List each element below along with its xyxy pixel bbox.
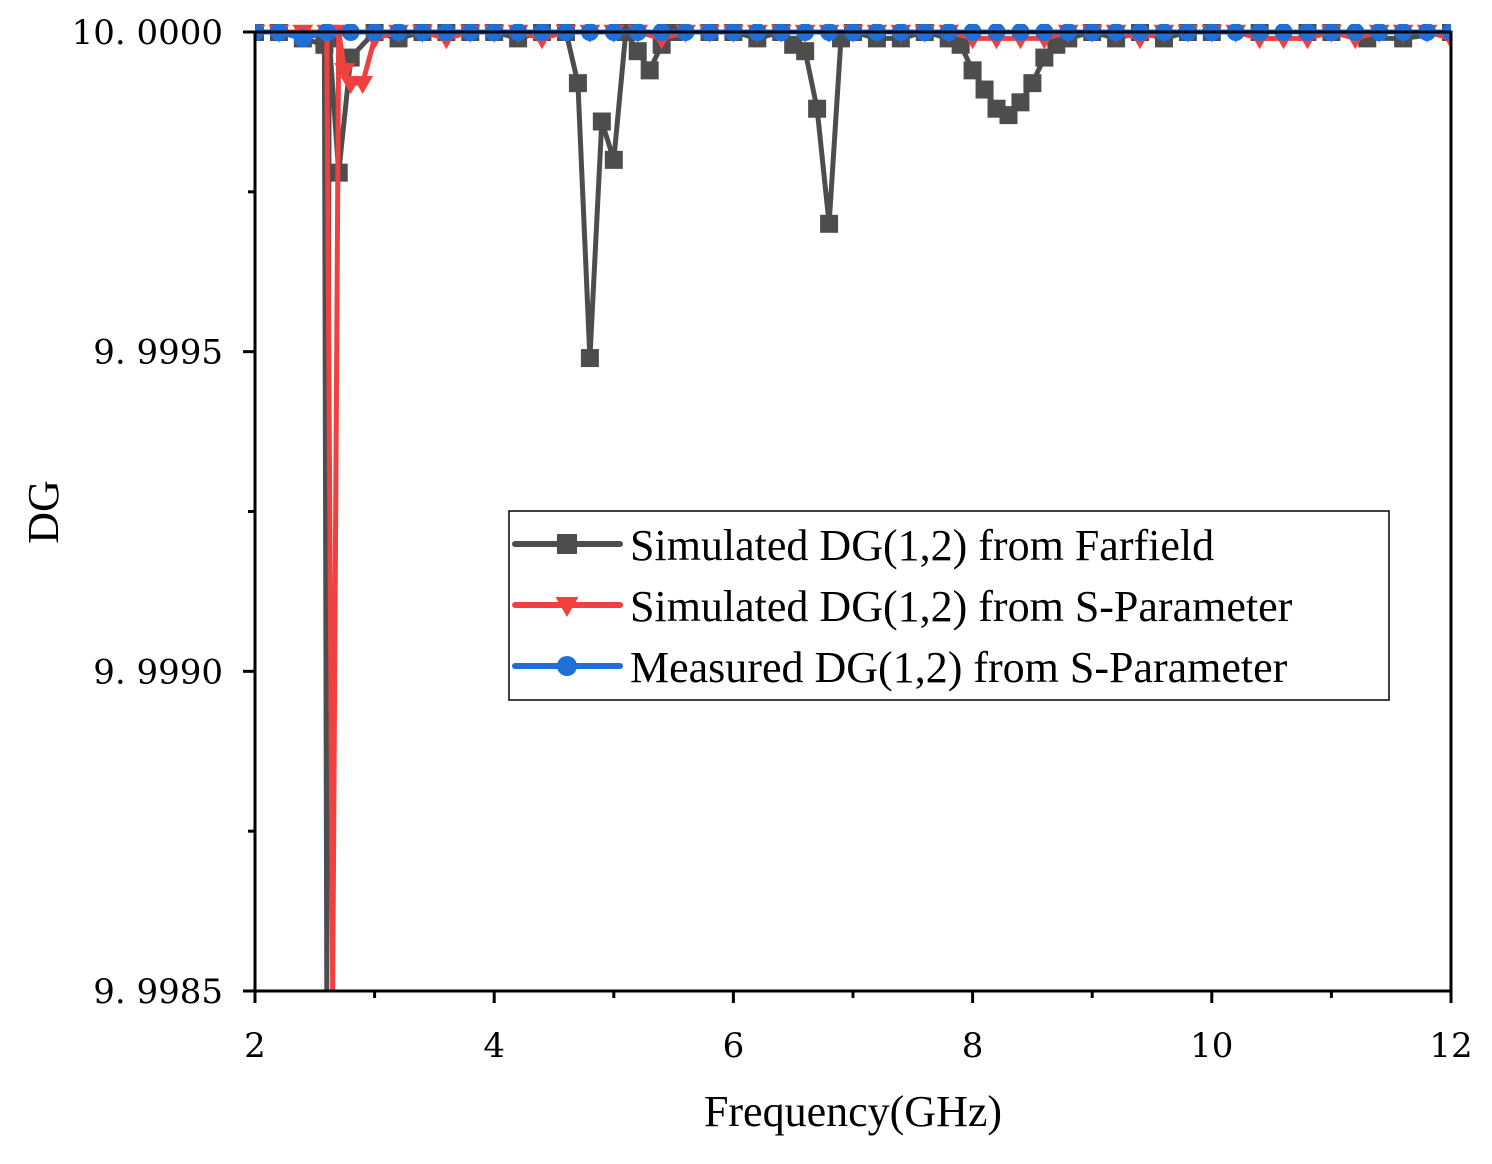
data-point bbox=[963, 61, 982, 80]
y-tick-label: 9. 9995 bbox=[93, 333, 223, 373]
series-2 bbox=[255, 24, 1451, 992]
data-point bbox=[580, 349, 599, 368]
axes-layer: 2 4 6 8 10 12 10. 0000 9. 9995 9. 9990 9. 9985 bbox=[72, 13, 1473, 1066]
x-tick-label: 2 bbox=[244, 1026, 266, 1066]
legend-item: Simulated DG(1,2) from S-Parameter bbox=[512, 582, 1293, 631]
data-point bbox=[820, 214, 839, 233]
data-point bbox=[341, 48, 360, 67]
data-point bbox=[1023, 74, 1042, 93]
series-1 bbox=[255, 24, 1451, 992]
data-point bbox=[352, 75, 373, 94]
legend-marker bbox=[555, 597, 579, 617]
legend-item: Measured DG(1,2) from S-Parameter bbox=[512, 643, 1288, 692]
data-point bbox=[808, 99, 827, 118]
y-tick-label: 10. 0000 bbox=[72, 13, 223, 53]
legend-marker bbox=[557, 656, 577, 676]
legend-label: Simulated DG(1,2) from Farfield bbox=[630, 521, 1214, 570]
legend-label: Simulated DG(1,2) from S-Parameter bbox=[630, 582, 1293, 631]
data-point bbox=[640, 61, 659, 80]
data-point bbox=[628, 42, 647, 61]
series-layer bbox=[255, 24, 1451, 992]
data-point bbox=[604, 150, 623, 169]
data-point bbox=[568, 74, 587, 93]
x-tick-label: 8 bbox=[962, 1026, 984, 1066]
legend-item: Simulated DG(1,2) from Farfield bbox=[512, 521, 1214, 570]
legend-label: Measured DG(1,2) from S-Parameter bbox=[630, 643, 1288, 692]
legend-box bbox=[508, 510, 1390, 701]
y-axis-title: DG bbox=[19, 480, 68, 544]
data-point bbox=[592, 112, 611, 131]
data-point bbox=[293, 29, 312, 48]
data-point bbox=[1011, 93, 1030, 112]
data-point bbox=[334, 63, 356, 82]
y-tick-label: 9. 9985 bbox=[93, 972, 223, 1012]
legend-marker bbox=[557, 534, 577, 554]
series-3 bbox=[255, 24, 1451, 48]
data-point bbox=[796, 42, 815, 61]
x-tick-label: 12 bbox=[1429, 1026, 1472, 1066]
x-tick-label: 10 bbox=[1190, 1026, 1233, 1066]
y-tick-label: 9. 9990 bbox=[93, 652, 223, 692]
data-point bbox=[975, 80, 994, 99]
data-point bbox=[951, 35, 970, 54]
x-tick-label: 6 bbox=[723, 1026, 745, 1066]
x-tick-label: 4 bbox=[483, 1026, 505, 1066]
legend: Simulated DG(1,2) from Farfield Simulated… bbox=[508, 510, 1390, 701]
x-axis-title: Frequency(GHz) bbox=[704, 1087, 1002, 1136]
